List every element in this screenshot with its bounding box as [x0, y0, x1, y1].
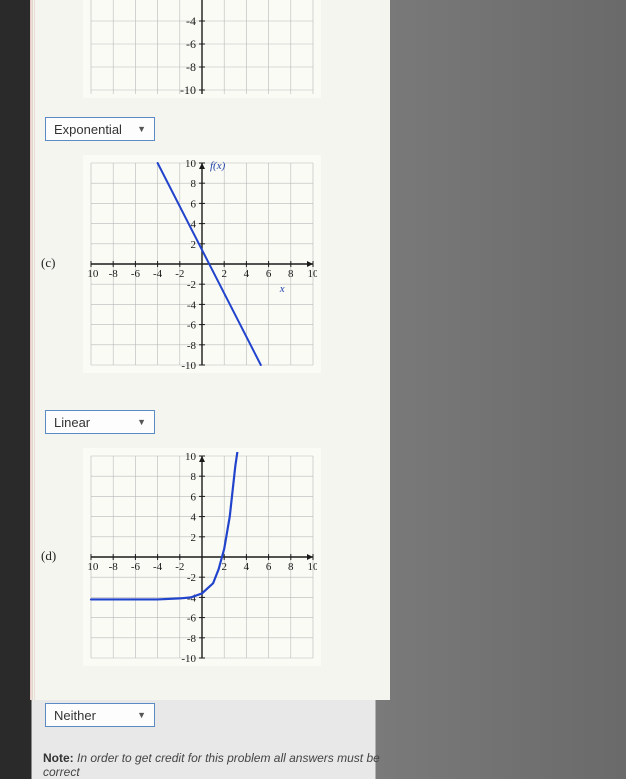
svg-text:-8: -8	[187, 340, 197, 352]
svg-text:-6: -6	[131, 561, 141, 573]
dropdown-d-value: Neither	[54, 708, 96, 723]
svg-text:-10: -10	[181, 653, 196, 662]
svg-text:-8: -8	[187, 633, 197, 645]
question-label-c: (c)	[41, 255, 55, 271]
svg-text:4: 4	[244, 268, 250, 280]
chevron-down-icon: ▼	[137, 124, 146, 134]
chart-d: -10-8-6-4-2246810-10-8-6-4-2246810	[83, 448, 321, 666]
worksheet-page: -4 -6 -8 -10 Exponential ▼ (c) -10 -8 -6 -4 -2 2…	[30, 0, 390, 700]
svg-text:x: x	[279, 283, 285, 295]
svg-text:2: 2	[221, 561, 227, 573]
svg-text:8: 8	[191, 471, 197, 483]
svg-text:-2: -2	[187, 279, 196, 291]
svg-text:-10: -10	[180, 83, 196, 94]
svg-text:-4: -4	[187, 299, 197, 311]
svg-text:-10: -10	[87, 561, 99, 573]
svg-text:8: 8	[191, 178, 197, 190]
svg-text:-6: -6	[131, 268, 141, 280]
svg-text:-2: -2	[175, 268, 184, 280]
chevron-down-icon: ▼	[137, 710, 146, 720]
svg-text:-8: -8	[109, 561, 119, 573]
chart-c: -10-8-6-4-2246810-10-8-6-4-2246810f(x)x	[83, 155, 321, 373]
svg-text:-6: -6	[187, 320, 197, 332]
dropdown-b[interactable]: Exponential ▼	[45, 117, 155, 141]
svg-text:-6: -6	[186, 37, 196, 51]
svg-text:2: 2	[221, 268, 227, 280]
svg-text:4: 4	[191, 512, 197, 524]
svg-text:8: 8	[288, 268, 294, 280]
svg-text:6: 6	[266, 268, 272, 280]
svg-text:6: 6	[191, 198, 197, 210]
svg-text:2: 2	[191, 239, 197, 251]
svg-text:-10: -10	[181, 360, 196, 369]
svg-text:-4: -4	[186, 14, 196, 28]
svg-text:4: 4	[244, 561, 250, 573]
svg-text:10: 10	[185, 452, 197, 463]
svg-text:-2: -2	[175, 561, 184, 573]
svg-text:8: 8	[288, 561, 294, 573]
svg-text:-6: -6	[187, 613, 197, 625]
svg-text:-4: -4	[153, 268, 163, 280]
note-text: Note: In order to get credit for this pr…	[43, 751, 380, 779]
svg-text:6: 6	[191, 491, 197, 503]
svg-text:-8: -8	[109, 268, 119, 280]
dropdown-c-value: Linear	[54, 415, 90, 430]
question-label-d: (d)	[41, 548, 56, 564]
dropdown-d[interactable]: Neither ▼	[45, 703, 155, 727]
svg-text:10: 10	[308, 268, 318, 280]
svg-text:f(x): f(x)	[210, 160, 226, 172]
svg-text:-2: -2	[187, 572, 196, 584]
chart-partial-top: -4 -6 -8 -10	[83, 0, 321, 98]
svg-text:-8: -8	[186, 60, 196, 74]
chevron-down-icon: ▼	[137, 417, 146, 427]
svg-text:6: 6	[266, 561, 272, 573]
dropdown-c[interactable]: Linear ▼	[45, 410, 155, 434]
svg-text:2: 2	[191, 532, 197, 544]
dropdown-b-value: Exponential	[54, 122, 122, 137]
svg-text:10: 10	[308, 561, 318, 573]
svg-text:-10: -10	[87, 268, 99, 280]
svg-text:10: 10	[185, 159, 197, 170]
svg-text:-4: -4	[153, 561, 163, 573]
